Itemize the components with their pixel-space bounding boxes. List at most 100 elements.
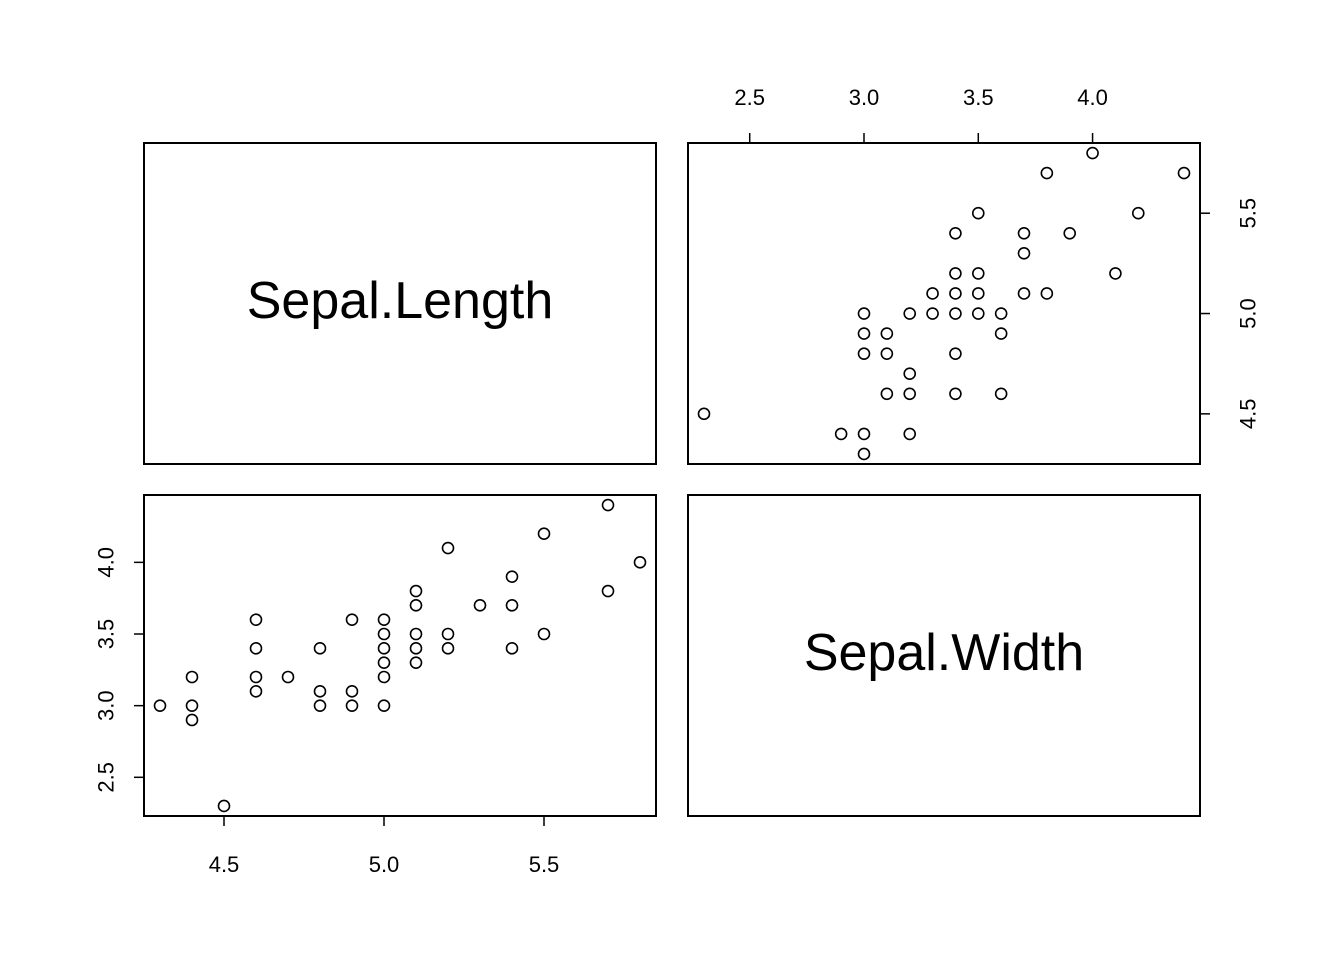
scatter-point [971, 307, 985, 320]
scatter-point [377, 613, 391, 626]
bottom-axis: 4.5 5.0 5.5 [209, 815, 560, 877]
scatter-point [377, 670, 391, 684]
top-axis-tick-label: 2.5 [734, 85, 765, 110]
scatter-point [153, 699, 167, 712]
scatter-point [903, 307, 917, 320]
scatter-point [409, 627, 423, 641]
scatter-point [441, 541, 455, 555]
scatter-point [345, 685, 359, 698]
scatter-point [601, 584, 615, 598]
scatter-point [473, 599, 487, 612]
scatter-point [377, 627, 391, 641]
scatter-point [185, 699, 199, 712]
scatter-point [345, 613, 359, 626]
scatter-point [949, 287, 962, 300]
scatter-point [249, 642, 263, 655]
scatter-point [281, 670, 295, 684]
scatter-point [971, 206, 985, 220]
scatter-point [505, 599, 519, 612]
right-axis-tick-label: 4.5 [1236, 399, 1261, 430]
scatter-point [697, 407, 711, 421]
scatter-point [926, 287, 939, 300]
scatter-point [880, 347, 894, 360]
scatter-point [441, 627, 455, 641]
bottom-axis-tick-label: 5.5 [529, 852, 560, 877]
scatter-point [880, 387, 894, 401]
scatter-point [926, 307, 939, 320]
scatter-point [949, 347, 962, 360]
top-axis-tick-label: 3.0 [849, 85, 880, 110]
scatter-point [217, 799, 231, 813]
scatter-point [880, 327, 894, 340]
scatter-point [949, 307, 962, 320]
scatter-width-vs-length [697, 146, 1191, 461]
scatter-point [249, 613, 263, 626]
scatter-point [994, 387, 1008, 401]
scatter-point [1040, 166, 1054, 180]
scatter-point [377, 699, 391, 712]
scatter-point [377, 656, 391, 669]
scatter-point [537, 527, 551, 540]
scatter-point [601, 498, 615, 512]
scatter-point [1086, 146, 1099, 160]
scatter-point [857, 427, 871, 441]
scatter-point [185, 713, 199, 727]
scatter-point [1017, 226, 1031, 240]
left-axis: 2.5 3.0 3.5 4.0 [94, 547, 145, 793]
right-axis-tick-label: 5.5 [1236, 198, 1261, 229]
top-axis: 2.5 3.0 3.5 4.0 [734, 85, 1108, 144]
scatter-point [441, 642, 455, 655]
scatter-point [249, 685, 263, 698]
scatter-point [834, 427, 848, 441]
scatter-point [971, 267, 985, 280]
scatter-point [949, 267, 962, 280]
scatter-point [409, 599, 423, 612]
scatter-point [537, 627, 551, 641]
right-axis-tick-label: 5.0 [1236, 298, 1261, 329]
panel-bottom-left [143, 494, 657, 817]
scatter-point [313, 642, 327, 655]
scatter-point [1109, 267, 1122, 280]
scatter-point [1131, 206, 1145, 220]
bottom-axis-tick-label: 4.5 [209, 852, 240, 877]
scatter-point [903, 387, 917, 401]
scatter-point [857, 347, 871, 360]
scatter-point [949, 226, 962, 240]
scatter-point [994, 307, 1008, 320]
scatter-point [185, 670, 199, 684]
top-axis-tick-label: 4.0 [1077, 85, 1108, 110]
scatter-point [633, 556, 647, 569]
left-axis-tick-label: 4.0 [94, 547, 119, 578]
panel-top-right [687, 142, 1201, 465]
bottom-axis-tick-label: 5.0 [369, 852, 400, 877]
scatter-point [409, 656, 423, 669]
scatter-point [971, 287, 985, 300]
scatter-point [1040, 287, 1054, 300]
scatter-point [1063, 226, 1077, 240]
scatter-point [949, 387, 962, 401]
scatter-point [857, 307, 871, 320]
scatter-point [409, 584, 423, 598]
scatter-point [249, 670, 263, 684]
scatter-point [505, 642, 519, 655]
scatter-point [857, 327, 871, 340]
scatter-point [345, 699, 359, 712]
scatter-point [1017, 287, 1031, 300]
scatter-point [1177, 166, 1191, 180]
left-axis-tick-label: 3.0 [94, 690, 119, 721]
scatter-point [505, 570, 519, 583]
right-axis: 4.5 5.0 5.5 [1199, 198, 1261, 430]
top-axis-tick-label: 3.5 [963, 85, 994, 110]
panel-top-left [143, 142, 657, 465]
diag-label-sepal-length: Sepal.Length [247, 272, 554, 330]
scatter-point [994, 327, 1008, 340]
scatter-point [903, 427, 917, 441]
scatter-length-vs-width [153, 498, 647, 813]
left-axis-tick-label: 3.5 [94, 619, 119, 650]
scatter-point [313, 699, 327, 712]
diag-label-sepal-width: Sepal.Width [804, 624, 1084, 682]
left-axis-tick-label: 2.5 [94, 762, 119, 793]
panel-bottom-right [687, 494, 1201, 817]
scatter-point [313, 685, 327, 698]
